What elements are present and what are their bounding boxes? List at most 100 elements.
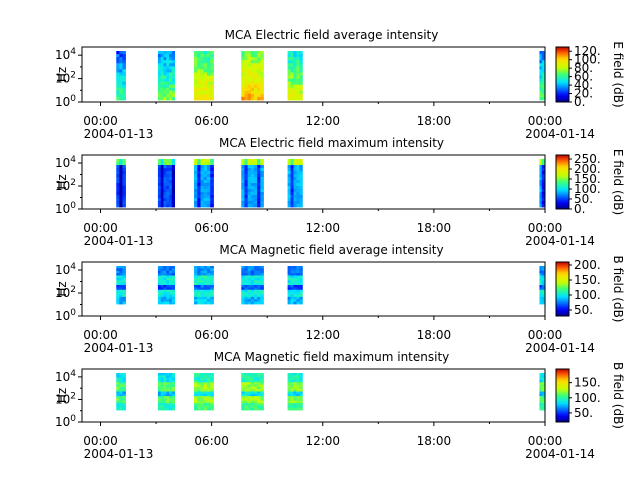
heatmap-cell bbox=[241, 403, 245, 406]
heatmap-cell bbox=[241, 204, 245, 208]
heatmap-cell bbox=[197, 266, 201, 269]
heatmap-cell bbox=[197, 72, 201, 76]
heatmap-cell bbox=[296, 277, 300, 281]
heatmap-cell bbox=[203, 382, 208, 385]
heatmap-cell bbox=[116, 198, 120, 202]
heatmap-cell bbox=[160, 57, 164, 61]
heatmap-cell bbox=[296, 63, 300, 67]
heatmap-cell bbox=[200, 393, 205, 397]
data-segment bbox=[157, 51, 175, 101]
heatmap-cell bbox=[200, 177, 205, 181]
heatmap-cell bbox=[200, 379, 205, 383]
heatmap-cell bbox=[541, 294, 545, 298]
heatmap-cell bbox=[539, 373, 543, 376]
heatmap-cell bbox=[539, 398, 543, 402]
heatmap-cell bbox=[122, 96, 126, 101]
heatmap-cell bbox=[163, 195, 167, 199]
heatmap-cell bbox=[260, 292, 264, 295]
heatmap-cell bbox=[200, 294, 205, 298]
heatmap-cell bbox=[260, 195, 264, 199]
heatmap-cell bbox=[160, 87, 164, 92]
heatmap-cell bbox=[203, 292, 208, 295]
heatmap-cell bbox=[250, 171, 255, 175]
heatmap-cell bbox=[171, 69, 175, 73]
heatmap-cell bbox=[119, 75, 123, 79]
heatmap-cell bbox=[290, 63, 294, 67]
heatmap-cell bbox=[299, 289, 303, 293]
heatmap-cell bbox=[116, 171, 120, 175]
heatmap-cell bbox=[166, 201, 170, 205]
heatmap-cell bbox=[119, 201, 123, 205]
heatmap-cell bbox=[200, 299, 205, 303]
heatmap-cell bbox=[296, 273, 300, 276]
heatmap-cell bbox=[244, 60, 249, 64]
colorbar-label: B field (dB) bbox=[611, 256, 625, 323]
heatmap-cell bbox=[163, 294, 167, 298]
heatmap-cell bbox=[253, 268, 258, 272]
heatmap-cell bbox=[163, 171, 167, 175]
heatmap-cell bbox=[257, 180, 261, 184]
heatmap-cell bbox=[203, 54, 208, 58]
heatmap-cell bbox=[171, 296, 175, 300]
heatmap-cell bbox=[171, 66, 175, 70]
heatmap-cell bbox=[241, 273, 245, 276]
heatmap-cell bbox=[210, 393, 214, 397]
heatmap-cell bbox=[122, 386, 126, 390]
heatmap-cell bbox=[122, 204, 126, 208]
heatmap-cell bbox=[299, 407, 303, 411]
heatmap-cell bbox=[293, 289, 297, 293]
heatmap-cell bbox=[207, 69, 211, 73]
heatmap-cell bbox=[157, 396, 162, 399]
heatmap-cell bbox=[157, 174, 162, 178]
heatmap-cell bbox=[197, 400, 201, 404]
heatmap-cell bbox=[200, 268, 205, 272]
heatmap-cell bbox=[250, 201, 255, 205]
heatmap-cell bbox=[200, 162, 205, 166]
heatmap-cell bbox=[197, 198, 201, 202]
heatmap-cell bbox=[207, 266, 211, 269]
heatmap-cell bbox=[210, 403, 214, 406]
heatmap-cell bbox=[207, 393, 211, 397]
heatmap-cell bbox=[119, 389, 123, 392]
heatmap-cell bbox=[244, 180, 249, 184]
heatmap-cell bbox=[296, 280, 300, 284]
heatmap-cell bbox=[253, 282, 258, 286]
heatmap-cell bbox=[287, 201, 291, 205]
heatmap-cell bbox=[541, 165, 545, 169]
heatmap-cell bbox=[296, 386, 300, 390]
heatmap-cell bbox=[247, 386, 252, 390]
heatmap-cell bbox=[257, 373, 261, 376]
heatmap-cell bbox=[260, 81, 264, 86]
heatmap-cell bbox=[287, 277, 291, 281]
heatmap-cell bbox=[157, 171, 162, 175]
heatmap-cell bbox=[244, 384, 249, 388]
heatmap-cell bbox=[290, 398, 294, 402]
heatmap-cell bbox=[166, 192, 170, 196]
heatmap-cell bbox=[250, 204, 255, 208]
heatmap-cell bbox=[296, 165, 300, 169]
heatmap-cell bbox=[296, 189, 300, 193]
heatmap-cell bbox=[160, 189, 164, 193]
heatmap-cell bbox=[197, 389, 201, 392]
x-date-label: 2004-01-14 bbox=[525, 127, 595, 141]
heatmap-cell bbox=[260, 78, 264, 83]
heatmap-cell bbox=[171, 177, 175, 181]
heatmap-cell bbox=[241, 54, 245, 58]
heatmap-cell bbox=[160, 192, 164, 196]
heatmap-cell bbox=[290, 183, 294, 187]
heatmap-cell bbox=[163, 69, 167, 73]
heatmap-cell bbox=[122, 183, 126, 187]
heatmap-cell bbox=[296, 90, 300, 95]
heatmap-cell bbox=[203, 398, 208, 402]
heatmap-cell bbox=[166, 400, 170, 404]
heatmap-cell bbox=[197, 282, 201, 286]
heatmap-cell bbox=[122, 296, 126, 300]
heatmap-cell bbox=[207, 171, 211, 175]
colorbar-tick-label: 60. bbox=[574, 70, 593, 84]
heatmap-cell bbox=[296, 294, 300, 298]
heatmap-cell bbox=[296, 266, 300, 269]
heatmap-cell bbox=[287, 90, 291, 95]
heatmap-cell bbox=[244, 296, 249, 300]
heatmap-cell bbox=[194, 51, 198, 55]
heatmap-cell bbox=[169, 282, 173, 286]
